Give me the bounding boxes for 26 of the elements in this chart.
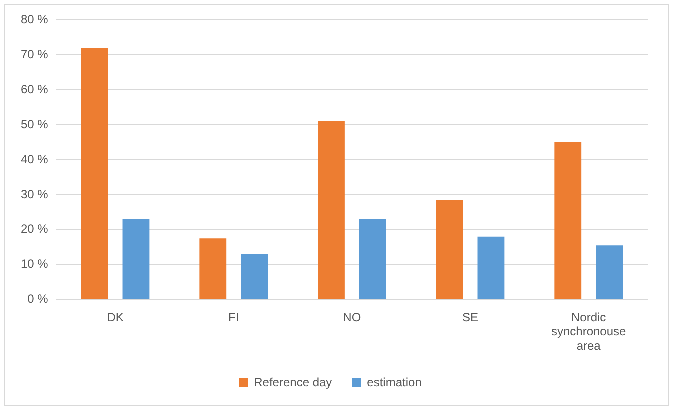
legend-label: estimation [367,375,422,390]
y-tick-label: 20 % [20,222,49,236]
x-tick-label: SE [462,310,479,324]
bar [478,236,505,300]
y-tick-label: 0 % [28,292,49,306]
bar [318,122,345,300]
y-tick-label: 50 % [20,117,49,132]
y-tick-label: 70 % [20,47,49,62]
x-tick-label: DK [107,310,124,324]
bar [554,142,582,300]
bar [122,219,150,300]
x-tick-label: Nordic synchronouse area [551,310,627,354]
bar [436,200,464,300]
x-tick-label: FI [228,310,240,324]
bar [596,246,624,300]
bar [359,219,386,300]
y-tick-label: 60 % [20,82,49,96]
y-tick-label: 40 % [20,152,49,166]
bar [81,48,108,300]
y-tick-label: 10 % [20,257,49,272]
y-tick-label: 80 % [20,12,49,27]
bar [241,254,268,300]
x-tick-label: NO [343,310,362,324]
bar [200,238,227,300]
y-tick-label: 30 % [20,187,49,202]
legend-label: Reference day [254,375,332,390]
